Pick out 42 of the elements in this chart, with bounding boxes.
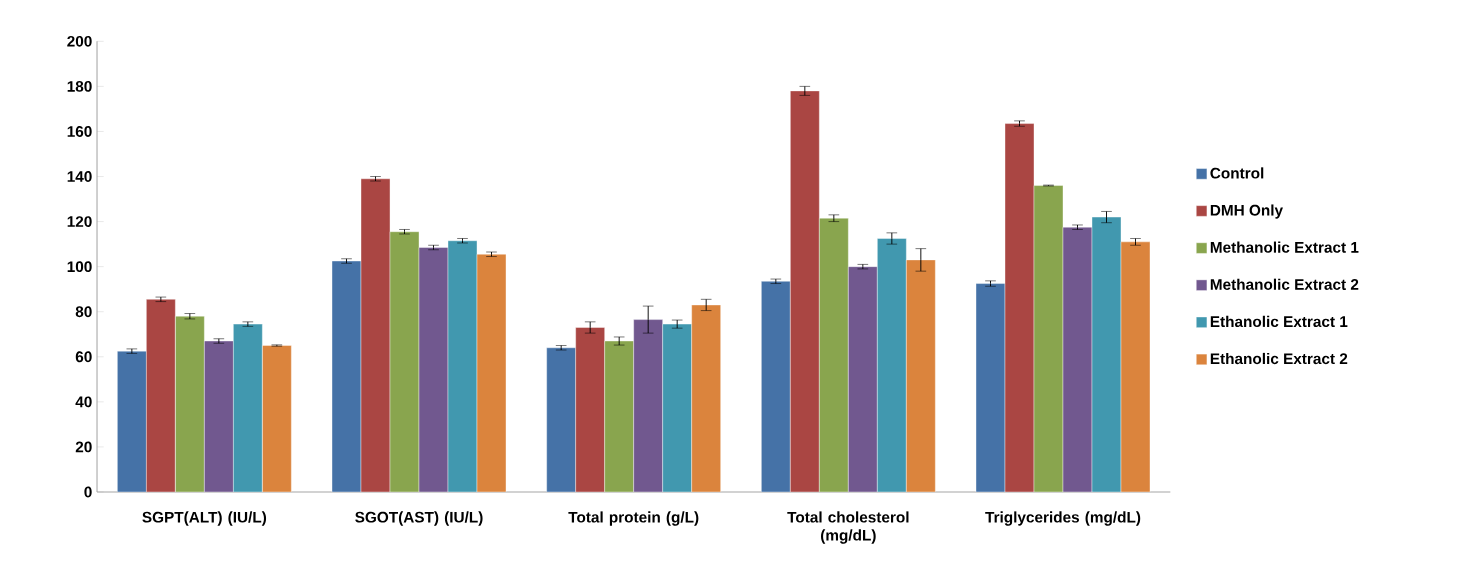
bar [1062, 227, 1093, 492]
bar [546, 347, 576, 492]
bar [1033, 185, 1064, 492]
bar [418, 247, 449, 492]
y-tick-label: 140 [67, 171, 92, 182]
bar [761, 281, 791, 492]
bar [691, 304, 721, 492]
y-tick-label: 20 [75, 441, 92, 453]
bar [819, 218, 849, 492]
bar [331, 260, 362, 492]
y-tick-label: 100 [67, 261, 92, 273]
bar [975, 283, 1006, 492]
bar [389, 231, 420, 492]
y-tick-label: 180 [67, 80, 92, 92]
bar [262, 345, 292, 492]
y-tick-label: 60 [75, 351, 92, 363]
bar [848, 266, 878, 492]
bar [117, 350, 147, 492]
y-tick-label: 40 [75, 396, 92, 408]
bar [175, 316, 205, 492]
legend-label: Ethanolic Extract 2 [1210, 352, 1348, 365]
bar [633, 319, 663, 492]
legend-label: DMH Only [1210, 204, 1283, 219]
x-tick-label: Total protein (g/L) [568, 511, 699, 526]
legend-label: Methanolic Extract 1 [1210, 241, 1359, 253]
bar [204, 340, 234, 492]
bar [476, 254, 507, 492]
bar [604, 340, 634, 492]
y-tick-label: 80 [75, 306, 92, 318]
y-tick-label: 160 [67, 126, 92, 137]
x-tick-label: Total cholesterol (mg/dL) [787, 511, 909, 544]
bar [906, 259, 936, 492]
legend-label: Ethanolic Extract 1 [1210, 315, 1348, 328]
legend-label: Methanolic Extract 2 [1210, 278, 1359, 290]
legend-label: Control [1210, 167, 1264, 179]
bar [1120, 241, 1151, 492]
x-tick-label: SGOT(AST) (IU/L) [355, 511, 483, 526]
x-tick-label: SGPT(ALT) (IU/L) [142, 511, 267, 526]
y-tick-label: 120 [67, 216, 92, 228]
y-tick-label: 200 [67, 35, 92, 47]
x-tick-label: Triglycerides (mg/dL) [985, 511, 1141, 526]
y-tick-label: 0 [84, 486, 92, 498]
